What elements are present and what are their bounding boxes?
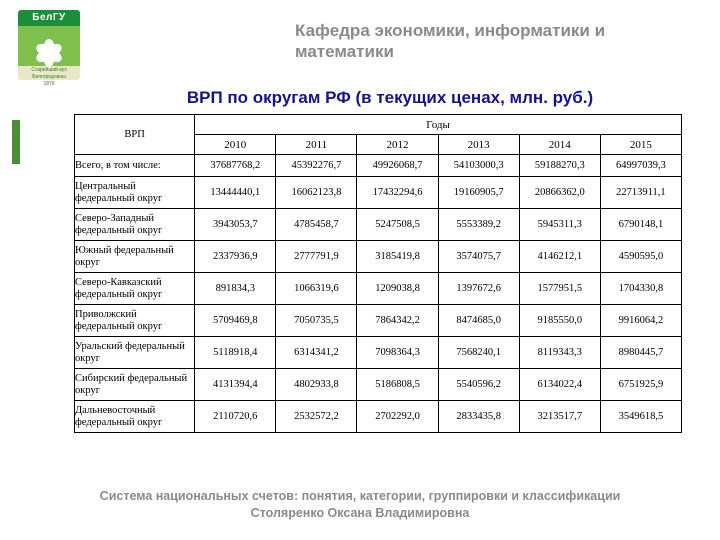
value-cell: 9185550,0 (519, 305, 600, 337)
table-row: Северо-Западный федеральный округ3943053… (75, 209, 682, 241)
value-cell: 7050735,5 (276, 305, 357, 337)
row-label: Южный федеральный округ (75, 241, 195, 273)
row-label: Сибирский федеральный округ (75, 369, 195, 401)
table-row: Приволжский федеральный округ5709469,870… (75, 305, 682, 337)
value-cell: 3943053,7 (195, 209, 276, 241)
table-row: Южный федеральный округ2337936,92777791,… (75, 241, 682, 273)
table-body: Всего, в том числе:37687768,245392276,74… (75, 155, 682, 433)
value-cell: 13444440,1 (195, 177, 276, 209)
year-cell: 2013 (438, 135, 519, 155)
years-header: Годы (195, 115, 682, 135)
value-cell: 7568240,1 (438, 337, 519, 369)
value-cell: 5186808,5 (357, 369, 438, 401)
value-cell: 1066319,6 (276, 273, 357, 305)
value-cell: 3574075,7 (438, 241, 519, 273)
value-cell: 3213517,7 (519, 401, 600, 433)
grp-table: ВРП Годы 2010 2011 2012 2013 2014 2015 В… (74, 114, 682, 433)
value-cell: 16062123,8 (276, 177, 357, 209)
table-row: Центральный федеральный округ13444440,11… (75, 177, 682, 209)
row-label: Центральный федеральный округ (75, 177, 195, 209)
value-cell: 2532572,2 (276, 401, 357, 433)
page-title: ВРП по округам РФ (в текущих ценах, млн.… (110, 88, 670, 108)
value-cell: 19160905,7 (438, 177, 519, 209)
year-cell: 2012 (357, 135, 438, 155)
value-cell: 6790148,1 (600, 209, 681, 241)
footer-line2: Столяренко Оксана Владимировна (251, 506, 470, 520)
value-cell: 4590595,0 (600, 241, 681, 273)
row-label: Уральский федеральный округ (75, 337, 195, 369)
value-cell: 8474685,0 (438, 305, 519, 337)
value-cell: 1704330,8 (600, 273, 681, 305)
row-label: Всего, в том числе: (75, 155, 195, 177)
value-cell: 6314341,2 (276, 337, 357, 369)
logo-text-top: БелГУ (18, 10, 80, 26)
value-cell: 45392276,7 (276, 155, 357, 177)
value-cell: 59188270,3 (519, 155, 600, 177)
value-cell: 1577951,5 (519, 273, 600, 305)
value-cell: 5540596,2 (438, 369, 519, 401)
footer-line1: Система национальных счетов: понятия, ка… (100, 489, 621, 503)
row-header-label: ВРП (75, 115, 195, 155)
value-cell: 6751925,9 (600, 369, 681, 401)
value-cell: 2833435,8 (438, 401, 519, 433)
value-cell: 4785458,7 (276, 209, 357, 241)
table-row: Дальневосточный федеральный округ2110720… (75, 401, 682, 433)
value-cell: 891834,3 (195, 273, 276, 305)
value-cell: 8119343,3 (519, 337, 600, 369)
department-name: Кафедра экономики, информатики и математ… (295, 20, 695, 63)
value-cell: 4146212,1 (519, 241, 600, 273)
value-cell: 5553389,2 (438, 209, 519, 241)
value-cell: 2702292,0 (357, 401, 438, 433)
table-header: ВРП Годы 2010 2011 2012 2013 2014 2015 (75, 115, 682, 155)
value-cell: 4802933,8 (276, 369, 357, 401)
value-cell: 2777791,9 (276, 241, 357, 273)
value-cell: 17432294,6 (357, 177, 438, 209)
value-cell: 2110720,6 (195, 401, 276, 433)
value-cell: 7864342,2 (357, 305, 438, 337)
value-cell: 64997039,3 (600, 155, 681, 177)
value-cell: 54103000,3 (438, 155, 519, 177)
table-row: Уральский федеральный округ5118918,46314… (75, 337, 682, 369)
value-cell: 6134022,4 (519, 369, 600, 401)
value-cell: 7098364,3 (357, 337, 438, 369)
logo-text-bottom: Старейший вуз Белгородчины1876 (18, 66, 80, 80)
value-cell: 4131394,4 (195, 369, 276, 401)
value-cell: 3549618,5 (600, 401, 681, 433)
value-cell: 22713911,1 (600, 177, 681, 209)
table-row: Сибирский федеральный округ4131394,44802… (75, 369, 682, 401)
year-cell: 2014 (519, 135, 600, 155)
value-cell: 49926068,7 (357, 155, 438, 177)
row-label: Северо-Кавказский федеральный округ (75, 273, 195, 305)
value-cell: 5247508,5 (357, 209, 438, 241)
table-row: Северо-Кавказский федеральный округ89183… (75, 273, 682, 305)
value-cell: 5945311,3 (519, 209, 600, 241)
value-cell: 1209038,8 (357, 273, 438, 305)
row-label: Приволжский федеральный округ (75, 305, 195, 337)
row-label: Дальневосточный федеральный округ (75, 401, 195, 433)
row-label: Северо-Западный федеральный округ (75, 209, 195, 241)
table-row: Всего, в том числе:37687768,245392276,74… (75, 155, 682, 177)
value-cell: 3185419,8 (357, 241, 438, 273)
value-cell: 20866362,0 (519, 177, 600, 209)
value-cell: 2337936,9 (195, 241, 276, 273)
footer: Система национальных счетов: понятия, ка… (0, 488, 720, 522)
value-cell: 5709469,8 (195, 305, 276, 337)
year-cell: 2011 (276, 135, 357, 155)
value-cell: 1397672,6 (438, 273, 519, 305)
logo-emblem (18, 26, 80, 66)
side-accent-stripe (12, 120, 20, 164)
year-cell: 2015 (600, 135, 681, 155)
value-cell: 5118918,4 (195, 337, 276, 369)
value-cell: 37687768,2 (195, 155, 276, 177)
university-logo: БелГУ Старейший вуз Белгородчины1876 (18, 10, 80, 80)
value-cell: 9916064,2 (600, 305, 681, 337)
value-cell: 8980445,7 (600, 337, 681, 369)
year-cell: 2010 (195, 135, 276, 155)
